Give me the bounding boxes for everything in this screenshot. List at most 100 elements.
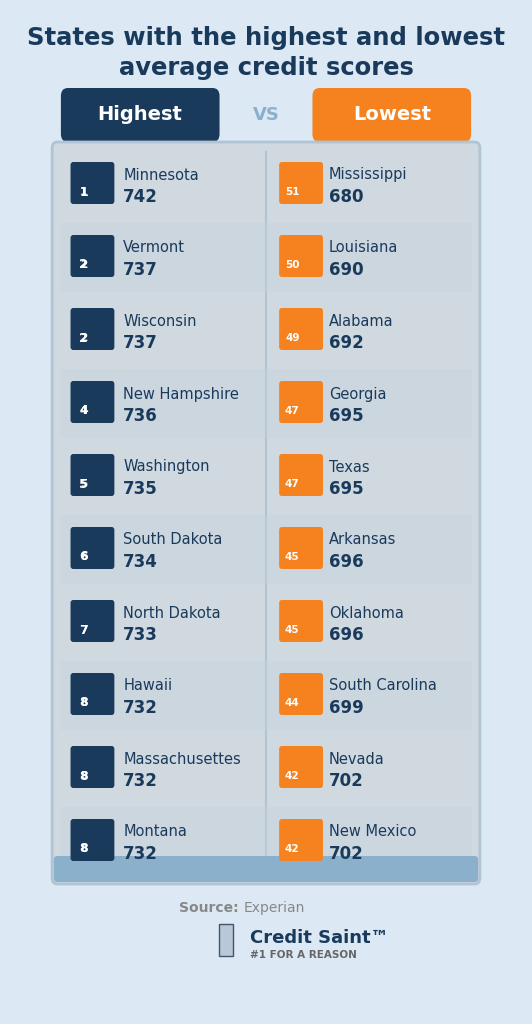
Text: 680: 680: [329, 188, 363, 206]
Text: average credit scores: average credit scores: [119, 56, 413, 80]
Text: 4: 4: [80, 406, 87, 416]
FancyBboxPatch shape: [71, 234, 114, 278]
FancyBboxPatch shape: [71, 673, 114, 715]
Text: Massachusettes: Massachusettes: [123, 752, 241, 767]
Circle shape: [74, 618, 93, 641]
Text: 4: 4: [79, 404, 88, 418]
Text: South Carolina: South Carolina: [329, 679, 437, 693]
Text: New Mexico: New Mexico: [329, 824, 417, 840]
Text: 45: 45: [285, 625, 300, 635]
FancyBboxPatch shape: [60, 222, 472, 292]
FancyBboxPatch shape: [52, 142, 480, 884]
Text: 8: 8: [79, 696, 88, 710]
Circle shape: [282, 618, 302, 641]
Text: 695: 695: [329, 407, 364, 425]
Text: 690: 690: [329, 261, 364, 279]
Text: 47: 47: [285, 406, 300, 416]
Text: Lowest: Lowest: [353, 105, 431, 125]
Circle shape: [74, 838, 93, 860]
Text: 742: 742: [123, 188, 158, 206]
FancyBboxPatch shape: [279, 308, 323, 350]
FancyBboxPatch shape: [71, 819, 114, 861]
Circle shape: [74, 181, 93, 203]
Text: 8: 8: [79, 769, 88, 782]
Circle shape: [282, 692, 302, 714]
Text: 1: 1: [79, 185, 88, 199]
Circle shape: [74, 400, 93, 422]
Circle shape: [74, 765, 93, 787]
FancyBboxPatch shape: [71, 527, 114, 569]
Text: 8: 8: [80, 844, 87, 854]
Text: Hawaii: Hawaii: [123, 679, 172, 693]
Text: North Dakota: North Dakota: [123, 605, 221, 621]
Text: VS: VS: [253, 106, 279, 124]
Text: 2: 2: [79, 332, 88, 344]
Text: 8: 8: [79, 843, 88, 855]
Text: Nevada: Nevada: [329, 752, 385, 767]
Text: 2: 2: [79, 258, 88, 271]
Circle shape: [282, 765, 302, 787]
Circle shape: [282, 838, 302, 860]
Text: Experian: Experian: [243, 901, 305, 915]
FancyBboxPatch shape: [60, 369, 472, 437]
FancyBboxPatch shape: [60, 807, 472, 876]
Text: 44: 44: [285, 698, 300, 708]
Text: 696: 696: [329, 553, 364, 571]
Text: Montana: Montana: [123, 824, 187, 840]
Circle shape: [282, 400, 302, 422]
Circle shape: [74, 546, 93, 568]
Text: 702: 702: [329, 772, 364, 790]
FancyBboxPatch shape: [71, 454, 114, 496]
Text: 736: 736: [123, 407, 158, 425]
FancyBboxPatch shape: [279, 746, 323, 788]
Text: Louisiana: Louisiana: [329, 241, 398, 256]
Text: Highest: Highest: [97, 105, 182, 125]
FancyBboxPatch shape: [60, 514, 472, 584]
Text: 695: 695: [329, 480, 364, 498]
FancyBboxPatch shape: [279, 381, 323, 423]
Text: Minnesota: Minnesota: [123, 168, 199, 182]
Text: 702: 702: [329, 845, 364, 863]
Text: 737: 737: [123, 261, 158, 279]
Circle shape: [74, 181, 93, 203]
Text: 734: 734: [123, 553, 158, 571]
Circle shape: [282, 254, 302, 276]
Text: States with the highest and lowest: States with the highest and lowest: [27, 26, 505, 50]
FancyBboxPatch shape: [279, 234, 323, 278]
Text: 735: 735: [123, 480, 158, 498]
Text: 51: 51: [285, 187, 300, 197]
FancyBboxPatch shape: [312, 88, 471, 142]
Text: Alabama: Alabama: [329, 313, 394, 329]
FancyBboxPatch shape: [60, 660, 472, 729]
Text: Texas: Texas: [329, 460, 370, 474]
Text: 696: 696: [329, 626, 364, 644]
Circle shape: [74, 618, 93, 641]
Text: Arkansas: Arkansas: [329, 532, 396, 548]
Circle shape: [74, 327, 93, 349]
Text: 732: 732: [123, 699, 158, 717]
Text: Source:: Source:: [179, 901, 239, 915]
FancyBboxPatch shape: [71, 746, 114, 788]
Circle shape: [282, 546, 302, 568]
FancyBboxPatch shape: [71, 162, 114, 204]
FancyBboxPatch shape: [279, 454, 323, 496]
Text: 50: 50: [285, 260, 300, 270]
Circle shape: [206, 921, 245, 965]
Text: Washington: Washington: [123, 460, 210, 474]
Text: 42: 42: [285, 844, 300, 854]
FancyBboxPatch shape: [54, 856, 478, 882]
Text: Credit Saint™: Credit Saint™: [250, 929, 389, 947]
Circle shape: [74, 692, 93, 714]
Text: 49: 49: [285, 333, 300, 343]
Text: Georgia: Georgia: [329, 386, 387, 401]
Text: 8: 8: [80, 698, 87, 708]
Text: 5: 5: [79, 477, 88, 490]
Text: 1: 1: [80, 187, 87, 197]
FancyBboxPatch shape: [279, 600, 323, 642]
Text: 7: 7: [79, 624, 88, 637]
Text: 42: 42: [285, 771, 300, 781]
Text: 2: 2: [80, 333, 87, 343]
FancyBboxPatch shape: [71, 308, 114, 350]
Text: 6: 6: [79, 551, 88, 563]
Text: 732: 732: [123, 772, 158, 790]
